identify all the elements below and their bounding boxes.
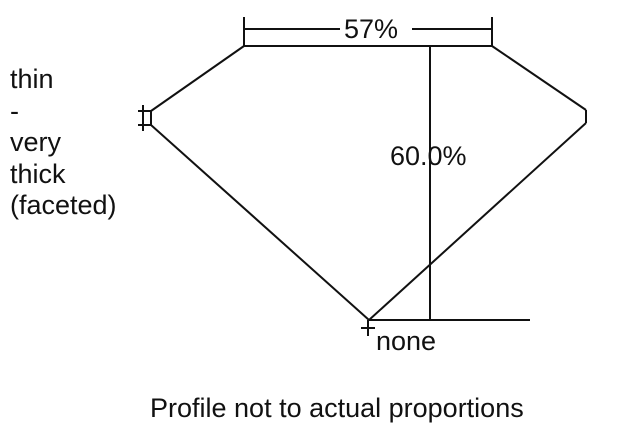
crown-left [150,45,245,112]
proportions-note: Profile not to actual proportions [150,393,524,423]
crown-right [491,45,587,111]
girdle-label-line: very [10,127,62,157]
pavilion-right [368,122,587,321]
table-percent-label: 57% [343,14,400,44]
girdle-label-line: - [10,95,19,126]
depth-percent-label: 60.0% [390,141,467,171]
girdle-label-line: thin [10,64,54,94]
culet-label: none [376,326,437,356]
pavilion-left [150,124,370,321]
girdle-label-line: thick [10,158,66,189]
girdle-label-line: (faceted) [10,190,117,220]
girdle-label: thin - very thick (faceted) [10,64,117,222]
